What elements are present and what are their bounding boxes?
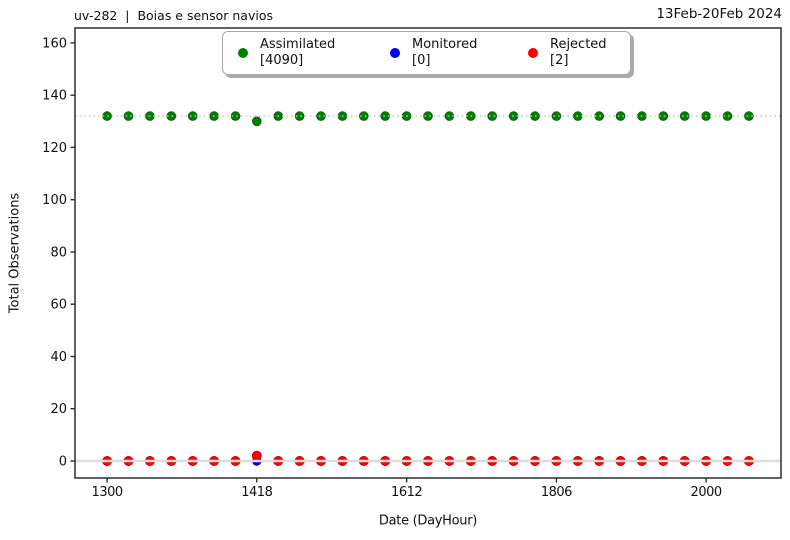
x-tick-label: 1300: [92, 485, 123, 500]
data-point-assimilated: [316, 111, 326, 121]
y-tick-label: 160: [42, 36, 67, 51]
x-tick-label: 2000: [691, 485, 722, 500]
y-tick-label: 40: [50, 350, 67, 365]
y-tick-label: 120: [42, 141, 67, 156]
monitored-marker-icon: [390, 48, 400, 58]
legend-item-monitored: Monitored [0]: [390, 32, 477, 74]
y-tick-label: 20: [50, 402, 67, 417]
y-tick-label: 80: [50, 245, 67, 260]
data-point-assimilated: [230, 111, 241, 121]
legend: Assimilated [4090] Monitored [0] Rejecte…: [222, 31, 631, 75]
legend-item-assimilated: Assimilated [4090]: [238, 32, 335, 74]
y-tick-label: 60: [50, 298, 67, 313]
legend-count-rejected: [2]: [550, 53, 569, 68]
rejected-marker-icon: [528, 48, 538, 58]
y-tick-label: 140: [42, 89, 67, 104]
data-point-assimilated: [423, 111, 433, 121]
data-point-assimilated: [380, 111, 391, 121]
series-assimilated: [102, 111, 754, 127]
x-axis-label: Date (DayHour): [378, 513, 478, 529]
data-point-assimilated: [359, 111, 369, 121]
assimilated-marker-icon: [238, 48, 248, 58]
data-point-assimilated: [744, 111, 754, 121]
chart-title-right: 13Feb-20Feb 2024: [656, 6, 782, 22]
data-point-assimilated: [187, 111, 198, 121]
data-point-assimilated: [487, 111, 498, 121]
y-tick-label: 100: [42, 193, 67, 208]
data-point-rejected: [251, 450, 262, 461]
y-tick-label: 0: [59, 455, 67, 470]
x-axis: 1300 1418 1612 1806 2000: [92, 478, 722, 500]
legend-label-monitored: Monitored: [412, 37, 478, 52]
plot-frame: [74, 27, 782, 479]
y-axis: 0 20 40 60 80 100 120 140 160: [42, 36, 75, 470]
data-point-assimilated: [615, 111, 626, 121]
data-point-assimilated: [251, 116, 262, 127]
x-tick-label: 1418: [241, 485, 272, 500]
legend-count-assimilated: [4090]: [260, 53, 304, 68]
legend-count-monitored: [0]: [412, 53, 431, 68]
legend-label-assimilated: Assimilated: [260, 37, 336, 52]
series-rejected: [102, 450, 754, 466]
data-point-assimilated: [658, 111, 669, 121]
data-point-assimilated: [294, 111, 305, 121]
x-tick-label: 1612: [391, 485, 422, 500]
data-point-assimilated: [679, 111, 690, 121]
data-point-assimilated: [722, 111, 733, 121]
chart-title-left: uv-282 | Boias e sensor navios: [74, 8, 273, 23]
legend-item-rejected: Rejected [2]: [528, 32, 607, 74]
x-tick-label: 1806: [541, 485, 572, 500]
data-point-assimilated: [123, 111, 134, 121]
legend-label-rejected: Rejected: [550, 37, 607, 52]
y-axis-label: Total Observations: [7, 192, 23, 314]
data-point-assimilated: [551, 111, 562, 121]
